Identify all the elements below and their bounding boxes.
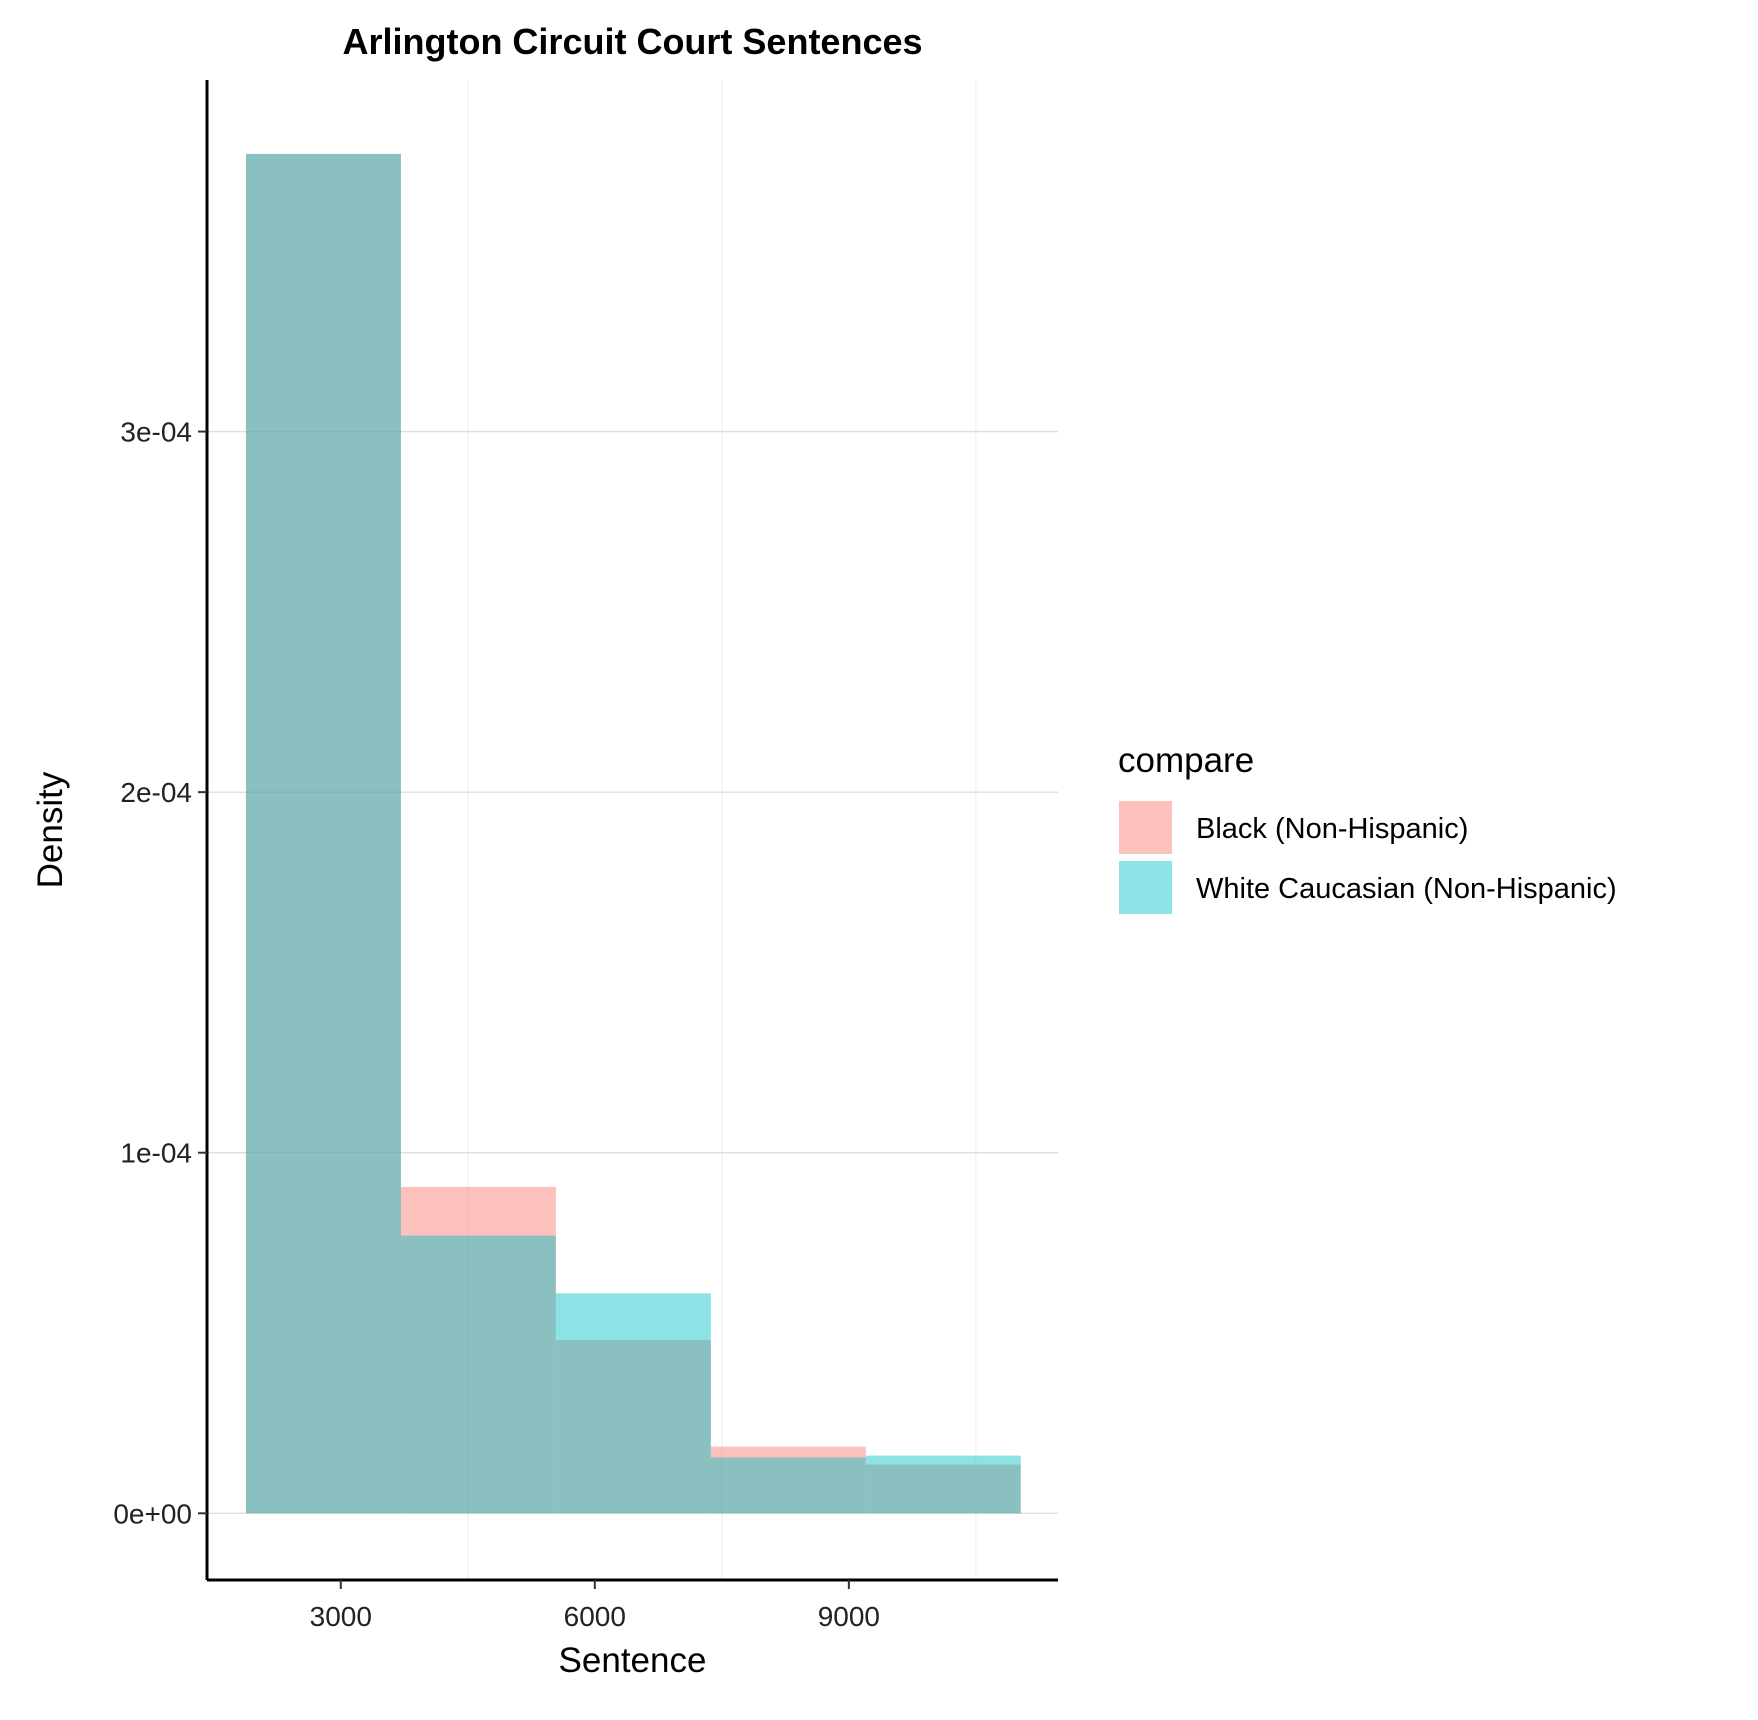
x-tick-label-2: 9000 [818,1601,880,1632]
x-tick-label-0: 3000 [310,1601,372,1632]
legend-key-bg-1 [1118,860,1173,915]
y-tick-label-2: 2e-04 [120,777,192,808]
legend-key-bg-0 [1118,800,1173,855]
y-axis-ticks: 0e+00 1e-04 2e-04 3e-04 [113,417,207,1529]
bar-series0-bin4 [865,1464,1021,1514]
axes [205,80,1058,1582]
bar-series0-bin3 [710,1446,866,1514]
bar-series0-bin1 [400,1186,556,1514]
bar-series0-bin0 [245,153,401,1514]
y-tick-label-0: 0e+00 [113,1498,192,1529]
chart-title: Arlington Circuit Court Sentences [342,21,922,62]
x-tick-label-1: 6000 [564,1601,626,1632]
y-tick-label-3: 3e-04 [120,417,192,448]
legend-label-1: White Caucasian (Non-Hispanic) [1196,873,1617,905]
gridlines [207,80,1058,1580]
y-axis-title: Density [31,771,70,888]
x-axis-title: Sentence [559,1641,707,1680]
legend: compare Black (Non-Hispanic) White Caucas… [1118,741,1617,915]
legend-key-0 [1119,801,1172,854]
bar-series1-bin4 [865,1455,1021,1514]
legend-label-0: Black (Non-Hispanic) [1196,813,1468,845]
bar-series0-bin2 [555,1340,711,1514]
legend-title: compare [1118,741,1254,780]
x-axis-ticks: 3000 6000 9000 [310,1580,880,1632]
y-tick-label-1: 1e-04 [120,1138,192,1169]
bar-series1-bin0 [245,153,401,1514]
bar-series1-bin1 [400,1235,556,1514]
histogram-bars [245,153,1021,1514]
bar-series1-bin2 [555,1293,711,1514]
bar-series1-bin3 [710,1457,866,1514]
legend-key-1 [1119,861,1172,914]
